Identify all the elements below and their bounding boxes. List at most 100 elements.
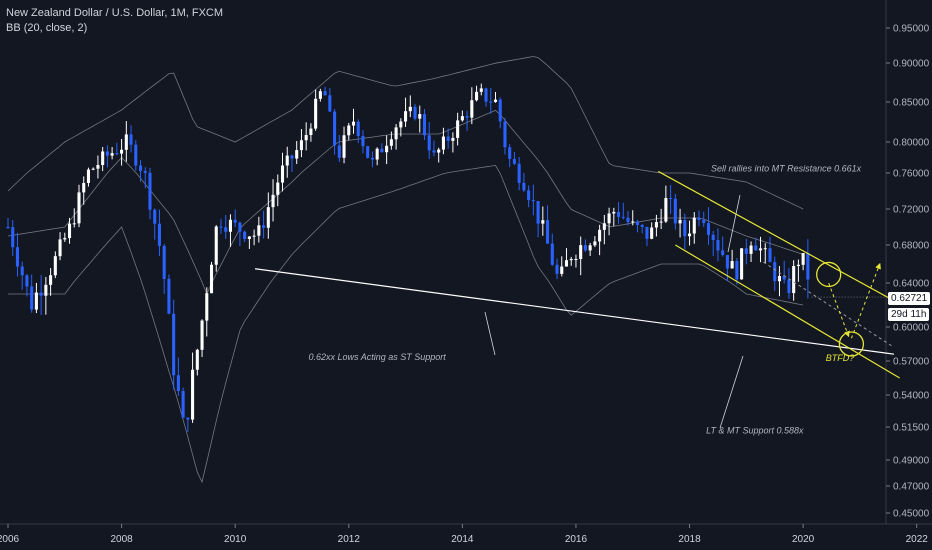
candle-body (63, 238, 67, 240)
candle-body (678, 219, 682, 224)
candle-body (115, 153, 119, 155)
candle-body (228, 219, 232, 232)
candle-body (195, 349, 199, 370)
candle-body (796, 264, 800, 267)
candle-body (607, 213, 611, 224)
candle-body (465, 116, 469, 118)
candle-body (266, 207, 270, 228)
candle-body (295, 150, 299, 159)
candle-body (44, 284, 48, 296)
candle-body (404, 111, 408, 122)
candle-body (493, 99, 498, 103)
x-tick-label: 2018 (678, 534, 701, 545)
candle-body (612, 211, 616, 214)
candle-body (191, 369, 195, 420)
last-price-tag: 0.62721 (888, 292, 931, 305)
candle-body (30, 286, 34, 310)
candle-body (489, 101, 493, 103)
chart-legend: New Zealand Dollar / U.S. Dollar, 1M, FX… (6, 6, 223, 36)
candle-body (470, 100, 474, 118)
x-tick-label: 2010 (224, 534, 247, 545)
x-tick-label: 2020 (792, 534, 815, 545)
candle-body (517, 163, 521, 183)
candle-body (531, 200, 535, 202)
candle-body (659, 221, 663, 223)
candle-body (96, 165, 100, 169)
candle-body (654, 222, 658, 228)
candle-body (673, 198, 677, 224)
candle-body (129, 134, 133, 145)
highlight-circle (838, 331, 865, 357)
y-tick-label: 0.54000 (893, 391, 930, 402)
candle-body (512, 158, 516, 164)
candle-body (479, 88, 483, 92)
candle-body (290, 155, 294, 159)
indicator-label: BB (20, close, 2) (6, 22, 88, 34)
candle-body (11, 227, 15, 248)
candle-body (588, 245, 592, 251)
y-tick-label: 0.72000 (893, 205, 930, 216)
candle-body (688, 233, 692, 237)
candle-body (664, 198, 668, 222)
candle-body (280, 165, 285, 183)
candle-body (399, 121, 403, 128)
candle-body (801, 253, 805, 265)
x-tick-label: 2012 (338, 534, 361, 545)
candle-body (186, 417, 190, 420)
candle-body (441, 136, 445, 150)
candle-body (370, 157, 374, 160)
candle-body (427, 135, 431, 151)
candle-body (394, 127, 398, 140)
candle-body (541, 220, 545, 224)
candle-body (498, 99, 502, 122)
candles (6, 83, 810, 433)
candle-body (25, 275, 29, 287)
symbol-title: New Zealand Dollar / U.S. Dollar, 1M, FX… (6, 7, 224, 19)
candle-body (375, 148, 379, 160)
callout-line-resistance (727, 194, 741, 253)
candle-body (252, 235, 256, 237)
candle-body (621, 216, 625, 218)
candle-body (333, 111, 337, 146)
candle-body (579, 245, 583, 260)
candle-body (475, 91, 479, 101)
channel-mid-dashed (763, 261, 895, 348)
callout-line-st-support (484, 311, 496, 356)
candle-body (598, 229, 602, 242)
candle-body (224, 227, 228, 232)
candle-body (740, 248, 744, 280)
candle-body (380, 148, 384, 153)
candle-body (285, 155, 289, 166)
candle-body (692, 217, 696, 234)
candle-body (650, 227, 654, 239)
candle-body (91, 168, 95, 170)
candle-body (564, 260, 569, 267)
candle-body (735, 261, 739, 280)
candle-body (200, 320, 204, 350)
candle-body (205, 293, 209, 321)
annotation-1: 0.62xx Lows Acting as ST Support (309, 352, 447, 362)
candle-body (725, 255, 729, 269)
candle-body (385, 145, 389, 153)
candle-body (82, 182, 86, 193)
candle-body (15, 247, 20, 267)
y-tick-label: 0.80000 (893, 138, 930, 149)
candle-body (105, 151, 109, 156)
candle-body (408, 106, 412, 112)
candle-body (626, 217, 630, 223)
candle-body (617, 211, 621, 217)
candle-body (602, 223, 606, 230)
candle-body (669, 198, 673, 200)
candle-body (162, 245, 166, 279)
candle-body (569, 259, 573, 261)
candle-body (437, 149, 441, 153)
candle-body (361, 135, 365, 147)
candle-body (77, 192, 81, 224)
candle-body (706, 223, 711, 235)
x-tick-label: 2008 (110, 534, 133, 545)
candle-body (67, 223, 72, 239)
candle-body (209, 264, 214, 294)
candle-body (702, 220, 706, 224)
candle-body (351, 121, 356, 126)
